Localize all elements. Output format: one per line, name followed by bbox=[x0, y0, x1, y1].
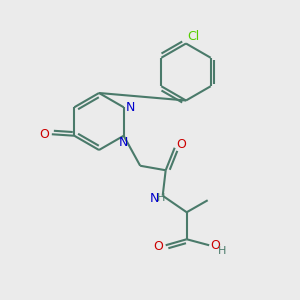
Text: O: O bbox=[39, 128, 49, 141]
Text: N: N bbox=[126, 101, 135, 114]
Text: O: O bbox=[210, 239, 220, 252]
Text: Cl: Cl bbox=[188, 29, 200, 43]
Text: N: N bbox=[150, 192, 159, 205]
Text: N: N bbox=[119, 136, 128, 149]
Text: O: O bbox=[153, 240, 163, 253]
Text: H: H bbox=[157, 193, 165, 203]
Text: H: H bbox=[218, 246, 226, 256]
Text: O: O bbox=[176, 138, 186, 151]
